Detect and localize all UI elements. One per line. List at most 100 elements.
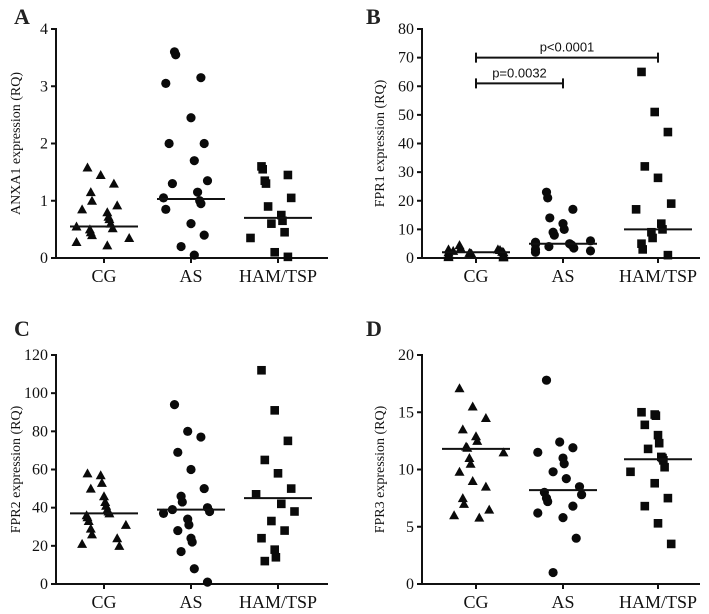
- y-tick-label: 120: [24, 347, 48, 364]
- square-point: [648, 233, 657, 243]
- triangle-point: [467, 475, 478, 485]
- square-point: [260, 455, 270, 465]
- y-tick-label: 100: [24, 385, 48, 402]
- circle-point: [574, 482, 585, 492]
- triangle-point: [449, 510, 460, 520]
- square-point: [278, 216, 287, 226]
- y-tick-label: 60: [398, 78, 414, 95]
- category-label: AS: [179, 266, 202, 286]
- square-point: [657, 219, 666, 228]
- circle-point: [533, 508, 543, 518]
- square-point: [659, 456, 668, 465]
- circle-point: [169, 400, 180, 410]
- circle-point: [205, 506, 215, 517]
- category-label: HAM/TSP: [239, 266, 317, 286]
- circle-point: [177, 497, 187, 507]
- y-axis-title: FPR1 expression (RQ): [373, 79, 388, 207]
- square-point: [637, 407, 646, 417]
- triangle-point: [455, 242, 466, 252]
- triangle-point: [99, 491, 109, 501]
- circle-point: [186, 464, 196, 475]
- y-tick-label: 0: [406, 576, 414, 593]
- square-point: [280, 526, 289, 535]
- triangle-point: [459, 498, 469, 508]
- triangle-point: [85, 523, 96, 533]
- circle-point: [193, 187, 203, 197]
- square-point: [261, 179, 271, 188]
- y-tick-label: 60: [32, 462, 48, 479]
- y-tick-label: 0: [406, 250, 414, 267]
- square-point: [263, 202, 273, 211]
- square-point: [653, 519, 663, 528]
- panel-letter: A: [14, 4, 30, 29]
- square-point: [660, 462, 669, 472]
- square-point: [270, 406, 279, 415]
- y-tick-label: 40: [32, 500, 48, 517]
- triangle-point: [87, 230, 97, 240]
- significance-bracket: p<0.0001: [475, 40, 659, 63]
- triangle-point: [95, 470, 106, 480]
- p-value-label: p<0.0001: [540, 40, 595, 55]
- y-tick-label: 0: [40, 576, 48, 593]
- category-label: AS: [179, 592, 202, 612]
- y-tick-label: 1: [40, 193, 48, 210]
- square-point: [650, 478, 659, 488]
- triangle-point: [474, 512, 485, 522]
- triangle-point: [498, 252, 509, 262]
- y-tick-label: 20: [32, 538, 48, 555]
- circle-point: [189, 250, 199, 260]
- y-tick-label: 30: [398, 164, 414, 181]
- square-point: [283, 436, 293, 446]
- circle-point: [196, 432, 206, 442]
- triangle-point: [85, 483, 96, 493]
- square-point: [280, 227, 289, 237]
- square-point: [286, 484, 296, 493]
- series-as: [157, 47, 225, 260]
- y-axis-title: FPR2 expression (RQ): [9, 405, 24, 533]
- panel-letter: B: [366, 4, 381, 29]
- square-point: [651, 411, 661, 420]
- triangle-point: [82, 468, 93, 478]
- y-tick-label: 20: [398, 347, 414, 364]
- series-as: [529, 187, 597, 257]
- square-point: [663, 493, 673, 503]
- circle-point: [558, 512, 568, 523]
- triangle-point: [112, 533, 123, 543]
- y-tick-label: 5: [406, 519, 414, 536]
- circle-point: [189, 564, 199, 574]
- circle-point: [559, 459, 569, 469]
- category-label: CG: [91, 266, 116, 286]
- circle-point: [199, 138, 209, 149]
- square-point: [270, 247, 279, 257]
- triangle-point: [85, 187, 96, 197]
- circle-point: [171, 50, 181, 60]
- y-tick-label: 10: [398, 462, 414, 479]
- square-point: [640, 501, 650, 511]
- y-tick-label: 20: [398, 193, 414, 210]
- category-label: HAM/TSP: [619, 592, 697, 612]
- circle-point: [187, 537, 197, 547]
- circle-point: [530, 247, 541, 257]
- triangle-point: [454, 466, 465, 476]
- square-point: [640, 162, 650, 171]
- y-tick-label: 0: [40, 250, 48, 267]
- square-point: [666, 539, 676, 549]
- y-axis-title: FPR3 expression (RQ): [373, 405, 388, 533]
- circle-point: [186, 219, 196, 229]
- y-tick-label: 70: [398, 50, 414, 67]
- circle-point: [549, 230, 559, 240]
- circle-point: [543, 496, 553, 507]
- triangle-point: [71, 236, 82, 246]
- y-tick-label: 40: [398, 136, 414, 153]
- triangle-point: [114, 540, 125, 550]
- y-tick-label: 15: [398, 404, 414, 421]
- triangle-point: [124, 232, 135, 242]
- square-point: [273, 469, 283, 478]
- y-tick-label: 80: [398, 21, 414, 38]
- category-label: CG: [463, 266, 488, 286]
- series-ham-tsp: [244, 162, 312, 262]
- triangle-point: [472, 435, 483, 445]
- circle-point: [164, 138, 174, 149]
- series-as: [157, 400, 225, 587]
